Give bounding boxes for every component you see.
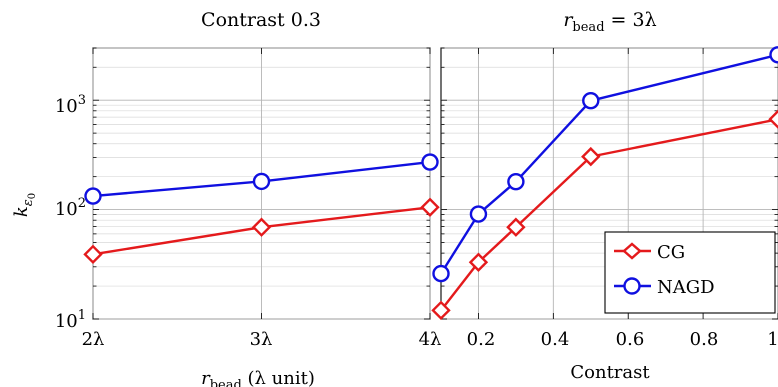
data-point-cg [468,252,489,272]
data-point-cg [768,109,778,129]
y-tick-label-3: 103 [55,93,86,117]
legend: CG NAGD [604,231,776,314]
x-tick-label: 2λ [82,329,105,350]
x-tick-label: 0.4 [541,329,570,350]
panel-left: Contrast 0.3 2λ 3λ 4λ 103 102 101 rbead … [11,9,441,387]
x-axis-label-right: Contrast [570,362,650,383]
data-point-nagd [421,153,439,171]
y-tick-base: 10 [55,311,78,332]
data-point-nagd [507,172,525,191]
x-tick-label: 0.2 [467,329,496,350]
y-tick-base: 10 [55,199,78,220]
data-point-nagd [84,187,102,205]
y-axis-label-main: k [11,206,32,217]
data-point-nagd [582,91,600,110]
data-point-nagd [769,46,778,64]
title-rest: = 3λ [605,9,657,31]
x-axis-label-sub: bead [210,378,242,387]
x-tick-label: 3λ [250,329,273,350]
circle-marker-icon [623,277,641,295]
series-left [83,153,440,265]
y-tick-exponent: 3 [78,93,86,108]
title-main: r [563,9,574,31]
panel-right-title: rbead = 3λ [563,9,656,35]
title-sub: bead [572,20,604,35]
y-tick-label-1: 101 [55,308,86,332]
legend-item-nagd: NAGD [614,277,715,298]
legend-label-nagd: NAGD [657,277,715,298]
data-point-nagd [252,172,271,191]
data-point-cg [431,300,451,321]
legend-label-cg: CG [657,242,685,263]
data-point-nagd [432,264,450,283]
data-point-cg [581,146,601,167]
legend-item-cg: CG [614,242,685,263]
x-tick-label: 0.6 [616,329,645,350]
x-tick-label: 1 [767,329,778,350]
data-point-cg [506,217,526,237]
y-axis-label-sub: ε [21,199,36,206]
x-tick-label: 0.8 [690,329,719,350]
panel-right: rbead = 3λ 0.2 0.4 0.6 0.8 1 Contrast CG… [431,9,778,383]
data-point-nagd [469,205,488,223]
y-tick-exponent: 2 [78,196,86,211]
x-tick-label: 4λ [419,329,442,350]
series-right [431,46,778,321]
data-point-cg [251,217,272,237]
x-axis-label-left: rbead (λ unit) [201,368,315,387]
x-axis-label-rest: (λ unit) [242,368,315,387]
y-axis-label-subsub: 0 [27,193,38,199]
data-point-cg [420,197,440,217]
data-point-cg [83,244,103,265]
y-tick-label-2: 102 [55,196,86,220]
y-tick-base: 10 [55,96,78,117]
diamond-marker-icon [622,242,642,260]
x-axis-label-main: r [201,368,211,387]
y-axis-label: kε0 [11,193,38,217]
y-tick-exponent: 1 [78,308,86,323]
panel-left-title: Contrast 0.3 [201,9,321,31]
